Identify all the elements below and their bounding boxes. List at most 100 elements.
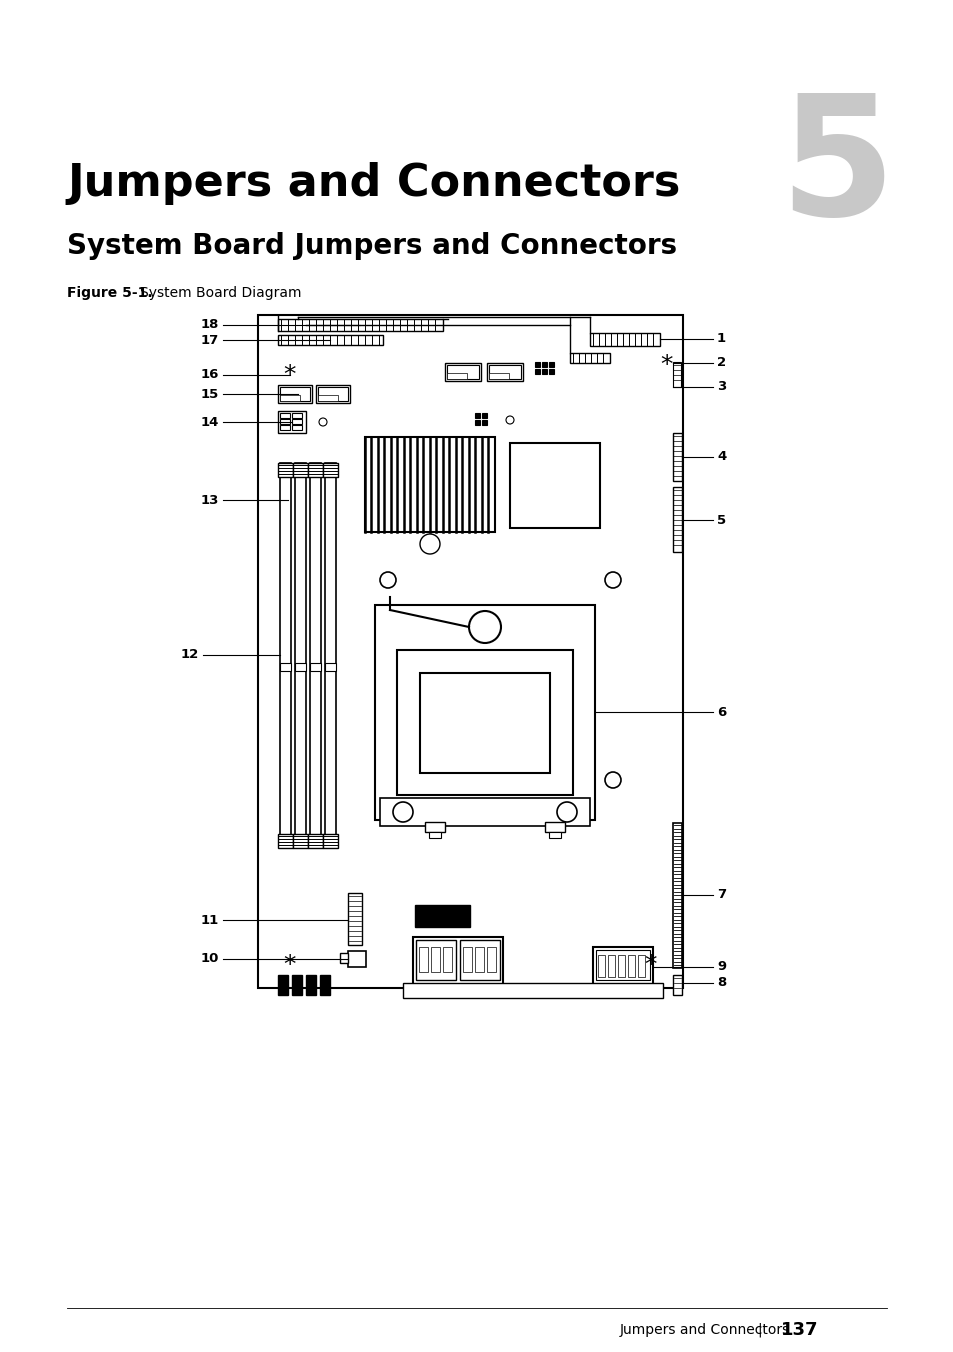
Bar bbox=[535, 362, 539, 366]
Text: 137: 137 bbox=[781, 1321, 818, 1338]
Text: 14: 14 bbox=[200, 415, 219, 429]
Text: 12: 12 bbox=[180, 649, 199, 661]
Text: Jumpers and Connectors: Jumpers and Connectors bbox=[619, 1324, 789, 1337]
Bar bbox=[292, 975, 302, 995]
Bar bbox=[459, 940, 499, 980]
Bar bbox=[475, 420, 479, 425]
Bar bbox=[598, 990, 609, 998]
Bar bbox=[292, 412, 302, 418]
Bar bbox=[607, 955, 615, 977]
Bar bbox=[672, 823, 681, 968]
Bar bbox=[396, 650, 573, 795]
Circle shape bbox=[604, 772, 620, 788]
Text: 17: 17 bbox=[200, 334, 219, 346]
Bar bbox=[317, 395, 337, 402]
Bar bbox=[280, 462, 291, 848]
Bar bbox=[323, 462, 337, 477]
Circle shape bbox=[557, 802, 577, 822]
Bar bbox=[348, 894, 361, 945]
Bar bbox=[415, 904, 470, 927]
Bar bbox=[292, 419, 302, 425]
Bar bbox=[339, 953, 348, 963]
Bar bbox=[442, 946, 452, 972]
Circle shape bbox=[379, 572, 395, 588]
Bar bbox=[292, 425, 302, 430]
Bar bbox=[308, 462, 323, 477]
Text: 16: 16 bbox=[200, 369, 219, 381]
Bar bbox=[416, 940, 456, 980]
Bar bbox=[489, 365, 520, 379]
Bar bbox=[618, 955, 624, 977]
Bar bbox=[277, 834, 293, 848]
Bar bbox=[310, 662, 320, 671]
Bar bbox=[277, 975, 288, 995]
Bar bbox=[475, 946, 483, 972]
Text: 4: 4 bbox=[717, 450, 725, 464]
Bar bbox=[535, 369, 539, 375]
Bar bbox=[548, 369, 554, 375]
Bar bbox=[317, 387, 348, 402]
Bar bbox=[544, 822, 564, 831]
Bar bbox=[348, 950, 366, 967]
Text: 7: 7 bbox=[717, 888, 725, 902]
Bar bbox=[375, 604, 595, 821]
Bar bbox=[325, 662, 335, 671]
Bar bbox=[481, 412, 486, 418]
Bar bbox=[280, 412, 290, 418]
Bar bbox=[541, 369, 546, 375]
Circle shape bbox=[505, 416, 514, 425]
Bar bbox=[308, 834, 323, 848]
Text: 2: 2 bbox=[717, 357, 725, 369]
Bar bbox=[541, 362, 546, 366]
Bar bbox=[294, 662, 306, 671]
Bar bbox=[475, 412, 479, 418]
Text: 6: 6 bbox=[717, 706, 725, 718]
Text: 10: 10 bbox=[200, 953, 219, 965]
Bar bbox=[365, 437, 495, 531]
Bar bbox=[672, 975, 681, 995]
Bar bbox=[277, 335, 382, 345]
Text: 3: 3 bbox=[717, 380, 725, 393]
Bar bbox=[672, 362, 680, 387]
Bar bbox=[277, 385, 312, 403]
Bar bbox=[598, 955, 604, 977]
Bar bbox=[593, 946, 652, 987]
Bar bbox=[293, 462, 308, 477]
Bar bbox=[424, 822, 444, 831]
Bar bbox=[280, 395, 299, 402]
Bar bbox=[323, 834, 337, 848]
Bar bbox=[310, 462, 320, 848]
Bar bbox=[280, 419, 290, 425]
Bar bbox=[402, 983, 662, 998]
Bar bbox=[615, 990, 626, 998]
Bar bbox=[569, 353, 609, 362]
Bar bbox=[315, 385, 350, 403]
Bar bbox=[672, 433, 681, 481]
Bar bbox=[429, 831, 440, 838]
Text: 5: 5 bbox=[779, 88, 894, 251]
Text: *: * bbox=[660, 353, 673, 377]
Text: 15: 15 bbox=[200, 388, 219, 400]
Text: |: | bbox=[757, 1322, 761, 1337]
Bar bbox=[627, 955, 635, 977]
Bar bbox=[257, 315, 682, 988]
Bar bbox=[444, 362, 480, 381]
Text: Figure 5-1.: Figure 5-1. bbox=[67, 287, 152, 300]
Bar bbox=[589, 333, 659, 346]
Circle shape bbox=[318, 418, 327, 426]
Bar bbox=[277, 411, 306, 433]
Bar bbox=[447, 373, 467, 379]
Bar bbox=[596, 950, 649, 980]
Text: *: * bbox=[283, 953, 295, 977]
Bar bbox=[280, 387, 310, 402]
Bar bbox=[293, 834, 308, 848]
Circle shape bbox=[393, 802, 413, 822]
Bar bbox=[447, 365, 478, 379]
Bar bbox=[418, 946, 428, 972]
Bar bbox=[280, 662, 291, 671]
Bar bbox=[413, 937, 502, 987]
Bar bbox=[431, 946, 439, 972]
Text: Jumpers and Connectors: Jumpers and Connectors bbox=[67, 162, 679, 206]
Bar bbox=[486, 362, 522, 381]
Bar bbox=[638, 955, 644, 977]
